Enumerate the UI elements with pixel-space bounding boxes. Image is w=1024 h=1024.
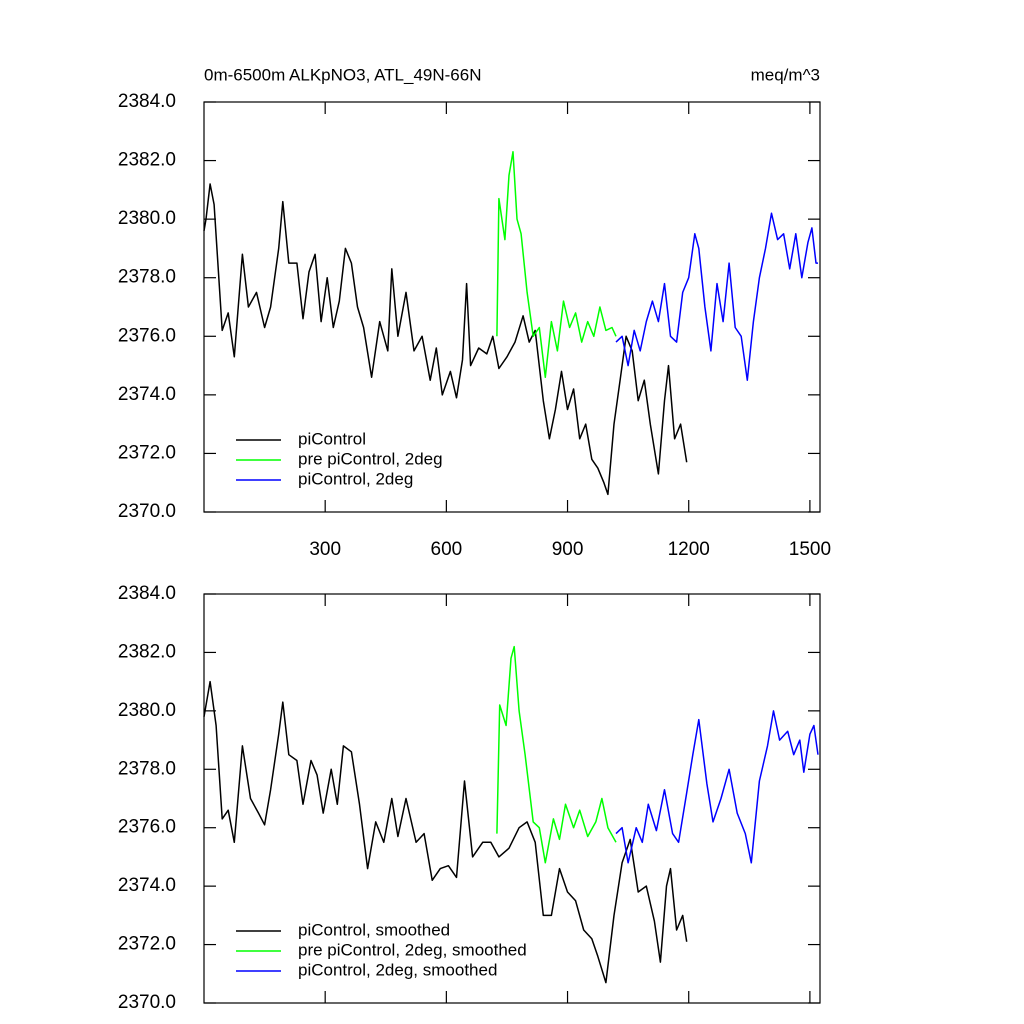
data-line: [203, 183, 688, 496]
y-tick-label: 2378.0: [118, 758, 176, 779]
y-tick-label: 2380.0: [118, 208, 176, 229]
y-tick-label: 2370.0: [118, 501, 176, 522]
x-tick-label: 1200: [668, 539, 710, 560]
data-line: [496, 151, 617, 379]
y-tick-label: 2378.0: [118, 267, 176, 288]
plot-frame: [203, 101, 821, 513]
plot-frame: [203, 593, 821, 1004]
y-tick-label: 2384.0: [118, 91, 176, 112]
y-tick-label: 2374.0: [118, 384, 176, 405]
legend-label: pre piControl, 2deg: [298, 449, 443, 468]
data-line: [615, 212, 818, 381]
x-tick-label: 300: [309, 539, 341, 560]
legend-label: piControl, 2deg: [298, 469, 413, 488]
data-line: [496, 645, 617, 864]
legend-label: piControl, smoothed: [298, 920, 450, 939]
y-tick-label: 2376.0: [118, 325, 176, 346]
y-tick-label: 2382.0: [118, 641, 176, 662]
data-line: [615, 710, 819, 864]
y-tick-label: 2382.0: [118, 150, 176, 171]
x-tick-label: 1500: [789, 539, 831, 560]
y-tick-label: 2376.0: [118, 817, 176, 838]
y-tick-label: 2374.0: [118, 875, 176, 896]
legend-label: piControl, 2deg, smoothed: [298, 960, 497, 979]
legend-label: piControl: [298, 429, 366, 448]
data-line: [203, 680, 688, 984]
y-tick-label: 2370.0: [118, 992, 176, 1013]
y-tick-label: 2384.0: [118, 583, 176, 604]
x-tick-label: 600: [431, 539, 463, 560]
y-tick-label: 2380.0: [118, 700, 176, 721]
chart-title: 0m-6500m ALKpNO3, ATL_49N-66N: [204, 65, 482, 84]
y-tick-label: 2372.0: [118, 442, 176, 463]
y-tick-label: 2372.0: [118, 934, 176, 955]
legend-label: pre piControl, 2deg, smoothed: [298, 940, 527, 959]
units-label: meq/m^3: [751, 65, 820, 84]
x-tick-label: 900: [552, 539, 584, 560]
